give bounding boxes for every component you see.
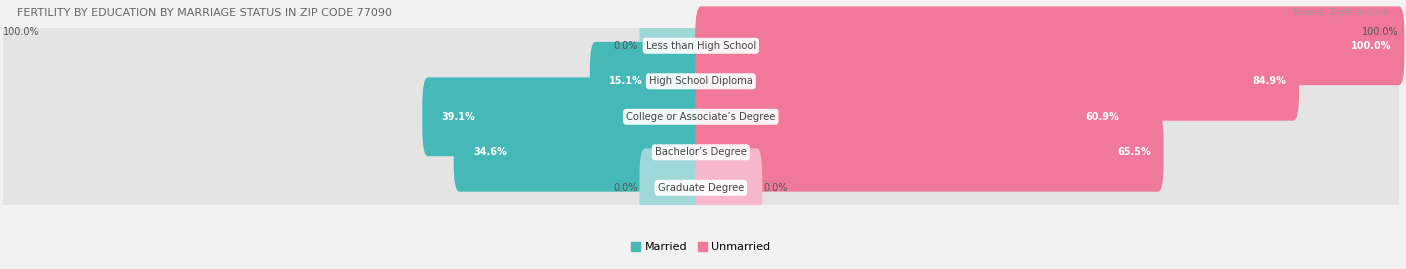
Text: Less than High School: Less than High School — [645, 41, 756, 51]
Text: 0.0%: 0.0% — [763, 183, 787, 193]
Text: High School Diploma: High School Diploma — [650, 76, 752, 86]
FancyBboxPatch shape — [695, 113, 1164, 192]
FancyBboxPatch shape — [0, 24, 1406, 139]
Text: Graduate Degree: Graduate Degree — [658, 183, 744, 193]
Text: Source: ZipAtlas.com: Source: ZipAtlas.com — [1294, 8, 1389, 17]
FancyBboxPatch shape — [0, 95, 1406, 210]
FancyBboxPatch shape — [695, 6, 1405, 85]
FancyBboxPatch shape — [640, 6, 706, 85]
FancyBboxPatch shape — [0, 0, 1406, 104]
Text: 15.1%: 15.1% — [609, 76, 643, 86]
Text: 100.0%: 100.0% — [1351, 41, 1392, 51]
FancyBboxPatch shape — [0, 130, 1406, 245]
Text: College or Associate’s Degree: College or Associate’s Degree — [626, 112, 776, 122]
FancyBboxPatch shape — [591, 42, 706, 121]
Text: FERTILITY BY EDUCATION BY MARRIAGE STATUS IN ZIP CODE 77090: FERTILITY BY EDUCATION BY MARRIAGE STATU… — [17, 8, 392, 18]
Text: 65.5%: 65.5% — [1118, 147, 1152, 157]
FancyBboxPatch shape — [0, 59, 1406, 174]
FancyBboxPatch shape — [695, 42, 1299, 121]
Text: 100.0%: 100.0% — [1362, 27, 1399, 37]
FancyBboxPatch shape — [422, 77, 706, 156]
Text: 0.0%: 0.0% — [613, 183, 638, 193]
FancyBboxPatch shape — [695, 77, 1132, 156]
Text: 0.0%: 0.0% — [613, 41, 638, 51]
FancyBboxPatch shape — [695, 148, 762, 227]
FancyBboxPatch shape — [640, 148, 706, 227]
Text: 34.6%: 34.6% — [474, 147, 508, 157]
Text: Bachelor’s Degree: Bachelor’s Degree — [655, 147, 747, 157]
FancyBboxPatch shape — [454, 113, 706, 192]
Legend: Married, Unmarried: Married, Unmarried — [627, 237, 775, 257]
Text: 84.9%: 84.9% — [1253, 76, 1286, 86]
Text: 60.9%: 60.9% — [1085, 112, 1119, 122]
Text: 100.0%: 100.0% — [3, 27, 39, 37]
Text: 39.1%: 39.1% — [441, 112, 475, 122]
